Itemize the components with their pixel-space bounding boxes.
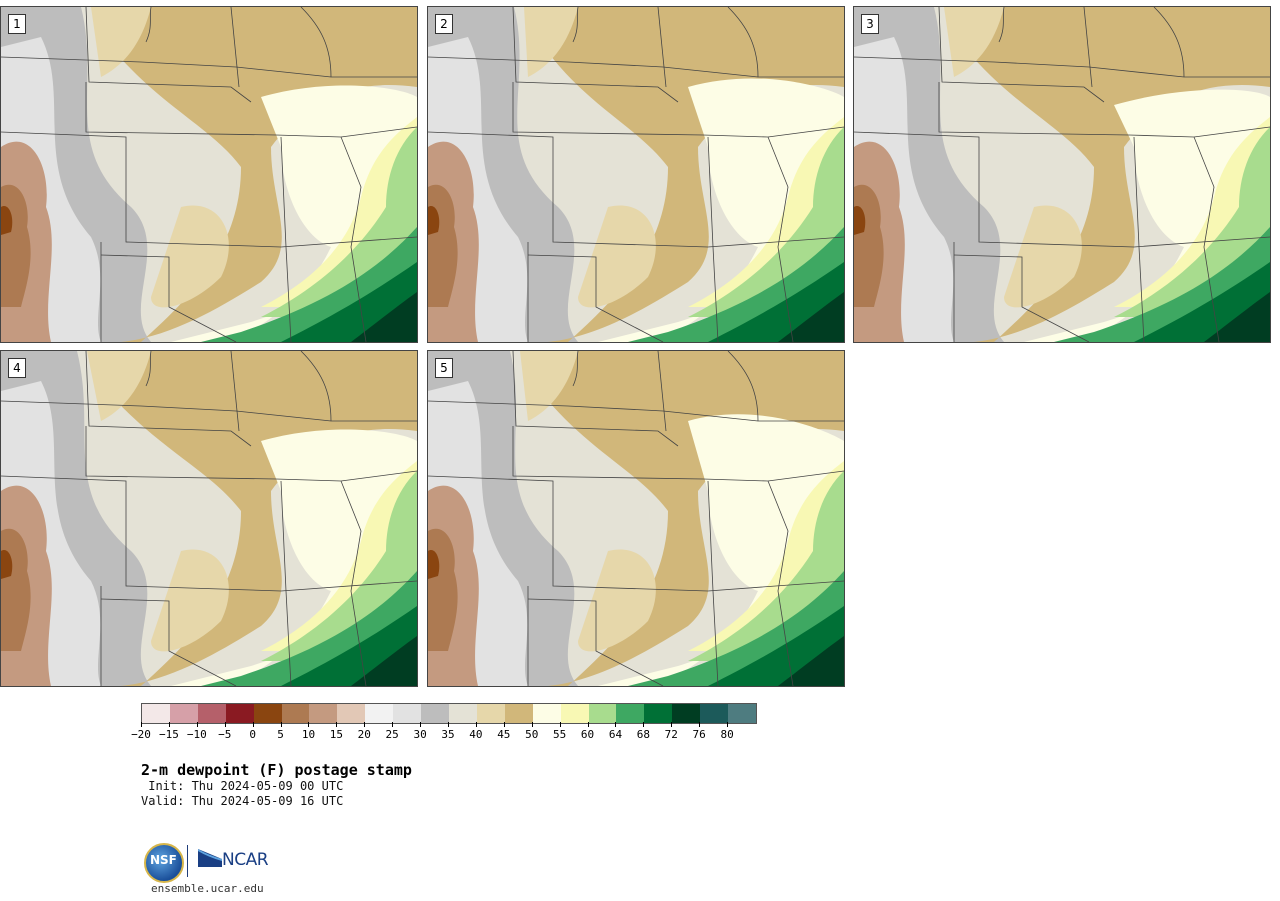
colorbar-swatch [616,704,645,723]
colorbar-swatch [365,704,394,723]
colorbar-swatch [728,704,756,723]
colorbar-swatch [476,704,505,723]
colorbar-swatch [225,704,254,723]
colorbar-tick-label: 45 [497,728,511,741]
colorbar-tick-label: −10 [186,728,207,741]
colorbar-tick-label: 5 [277,728,284,741]
colorbar-tick [336,722,338,727]
colorbar-swatch [532,704,561,723]
panel-number-badge: 2 [435,14,453,34]
map-panel-1[interactable]: 1 [0,6,418,343]
colorbar-tick-label: −15 [158,728,179,741]
colorbar-tick-label: 10 [301,728,316,741]
colorbar-tick [224,722,226,727]
colorbar-tick-label: 68 [636,728,650,741]
colorbar-tick [559,722,561,727]
ncar-mark-icon [198,849,222,867]
colorbar [141,703,757,724]
logo-divider [187,845,188,877]
colorbar-tick-label: 50 [525,728,539,741]
colorbar-swatch [393,704,422,723]
colorbar-tick [448,722,449,727]
colorbar-swatch [421,704,449,723]
ncar-logo-text: NCAR [222,850,269,870]
colorbar-tick-label: 76 [692,728,706,741]
colorbar-swatch [281,704,310,723]
colorbar-tick-label: 15 [329,728,343,741]
colorbar-tick-label: 30 [413,728,427,741]
panel-number-badge: 4 [8,358,26,378]
website-url[interactable]: ensemble.ucar.edu [151,882,264,895]
colorbar-tick-label: 72 [664,728,678,741]
colorbar-tick [503,722,505,727]
colorbar-swatch [253,704,282,723]
colorbar-swatch [588,704,617,723]
dewpoint-map-icon [428,7,844,342]
colorbar-ticks: −20 −15 −10 −5 0 5 10 15 20 25 30 35 40 45 50 55 60 64 68 7… [131,722,755,742]
colorbar-tick [727,722,729,727]
colorbar-swatch [197,704,226,723]
colorbar-tick-label: −20 [131,728,151,741]
colorbar-tick [364,722,366,727]
colorbar-swatch [309,704,338,723]
colorbar-tick [475,722,477,727]
map-panel-2[interactable]: 2 [427,6,845,343]
colorbar-tick [699,722,701,727]
map-panel-3[interactable]: 3 [853,6,1271,343]
colorbar-tick [643,722,645,727]
colorbar-tick [420,722,422,727]
init-time: Init: Thu 2024-05-09 00 UTC [141,779,344,793]
dewpoint-map-icon [428,351,844,686]
valid-time: Valid: Thu 2024-05-09 16 UTC [141,794,344,808]
colorbar-swatch [142,704,170,723]
colorbar-tick-label: −5 [218,728,232,741]
colorbar-tick [141,722,142,727]
colorbar-swatch [560,704,589,723]
colorbar-tick-label: 40 [469,728,483,741]
colorbar-tick-label: 64 [608,728,623,741]
colorbar-tick-label: 35 [441,728,455,741]
colorbar-swatch [337,704,366,723]
colorbar-tick [671,722,673,727]
panel-number-badge: 1 [8,14,26,34]
nsf-logo [144,843,184,883]
dewpoint-map-icon [1,7,417,342]
colorbar-tick-label: 60 [580,728,595,741]
colorbar-tick [252,722,254,727]
colorbar-swatch [700,704,729,723]
map-panel-4[interactable]: 4 [0,350,418,687]
colorbar-swatch [169,704,198,723]
colorbar-swatch [672,704,701,723]
colorbar-tick-label: 0 [249,728,256,741]
dewpoint-map-icon [1,351,417,686]
colorbar-tick [392,722,394,727]
colorbar-tick [615,722,617,727]
colorbar-tick-label: 25 [385,728,399,741]
figure-title: 2-m dewpoint (F) postage stamp [141,761,412,779]
map-panel-5[interactable]: 5 [427,350,845,687]
dewpoint-map-icon [854,7,1270,342]
colorbar-swatch [448,704,477,723]
colorbar-tick [196,722,198,727]
colorbar-swatch [504,704,533,723]
colorbar-tick [587,722,589,727]
colorbar-tick [280,722,282,727]
colorbar-swatch [644,704,673,723]
colorbar-tick [168,722,170,727]
colorbar-tick-label: 20 [357,728,371,741]
colorbar-tick-label: 55 [553,728,567,741]
nsf-logo-text: NSF [150,853,177,867]
panel-number-badge: 5 [435,358,453,378]
colorbar-tick [531,722,533,727]
panel-number-badge: 3 [861,14,879,34]
colorbar-tick-label: 80 [720,728,734,741]
colorbar-tick [308,722,310,727]
